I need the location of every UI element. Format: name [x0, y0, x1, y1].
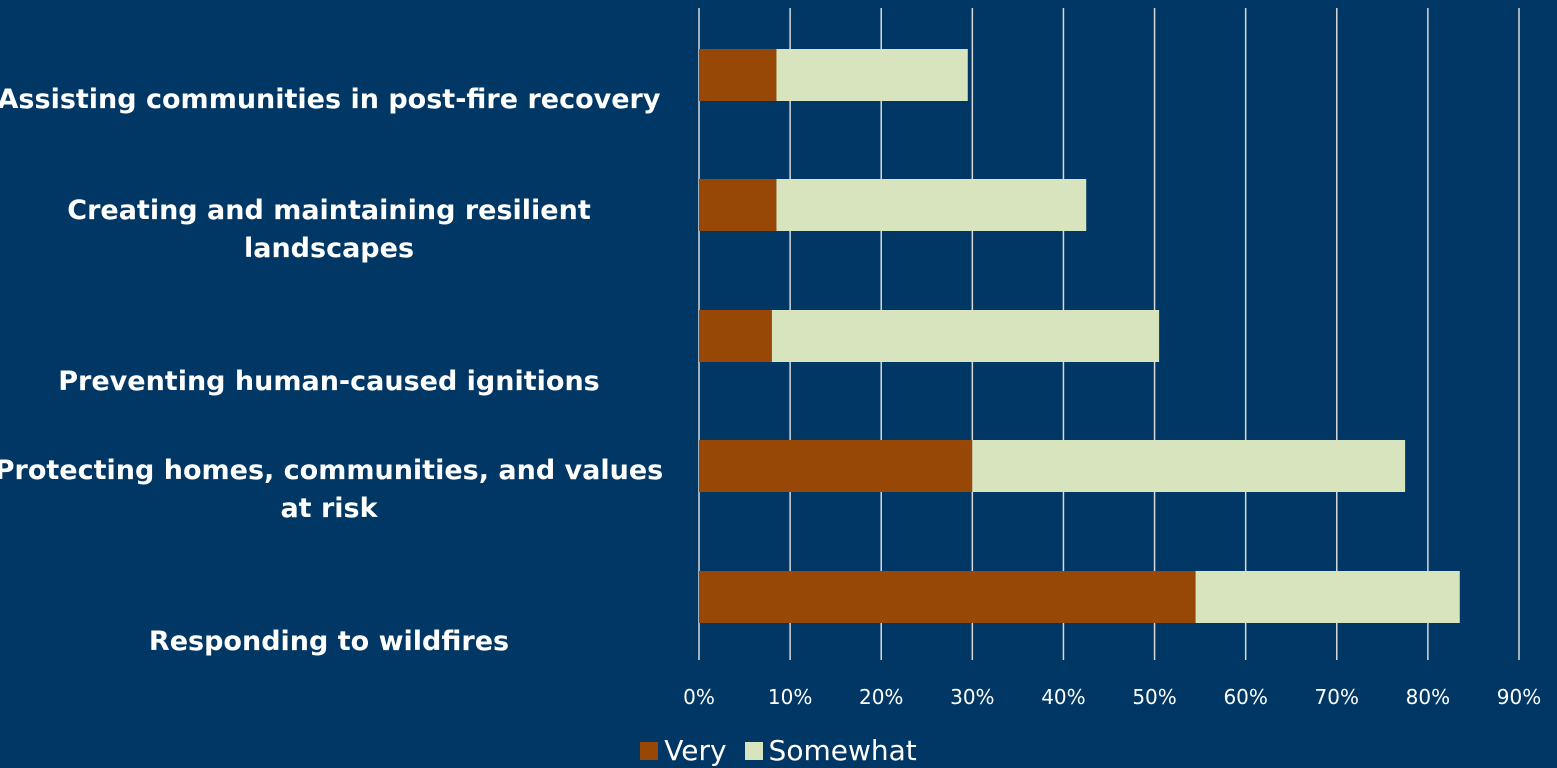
bar-somewhat-3: [771, 310, 1160, 362]
x-tick-label: 40%: [1041, 685, 1085, 709]
bar-very-4: [699, 440, 973, 492]
category-label: Creating and maintaining resilient lands…: [67, 195, 591, 264]
x-tick-label: 0%: [683, 685, 715, 709]
legend-label: Somewhat: [768, 734, 917, 767]
x-tick-label: 50%: [1132, 685, 1176, 709]
legend-swatch: [640, 742, 659, 760]
category-label: Assisting communities in post-fire recov…: [0, 84, 661, 115]
legend-item-somewhat: Somewhat: [744, 734, 917, 768]
x-tick-label: 90%: [1497, 685, 1541, 709]
legend-swatch: [744, 742, 763, 760]
bar-very-1: [699, 49, 777, 101]
chart-plot: 0% 10% 20% 30% 40% 50% 60% 70% 80% 90%: [683, 8, 1541, 709]
bar-somewhat-2: [776, 179, 1087, 231]
legend-label: Very: [664, 734, 727, 767]
legend: Very Somewhat: [0, 734, 1557, 768]
x-tick-label: 70%: [1315, 685, 1359, 709]
x-tick-label: 30%: [950, 685, 994, 709]
category-label: Preventing human-caused ignitions: [58, 366, 600, 397]
category-label: Responding to wildfires: [148, 626, 510, 657]
x-tick-label: 10%: [768, 685, 812, 709]
bar-somewhat-1: [776, 49, 968, 101]
x-tick-label: 20%: [859, 685, 903, 709]
bar-very-5: [699, 571, 1196, 623]
x-tick-label: 60%: [1223, 685, 1267, 709]
x-tick-label: 80%: [1406, 685, 1450, 709]
category-label: Protecting homes, communities, and value…: [0, 455, 664, 524]
bar-somewhat-5: [1195, 571, 1460, 623]
bar-very-2: [699, 179, 777, 231]
legend-item-very: Very: [640, 734, 727, 768]
bar-somewhat-4: [972, 440, 1406, 492]
bar-very-3: [699, 310, 772, 362]
